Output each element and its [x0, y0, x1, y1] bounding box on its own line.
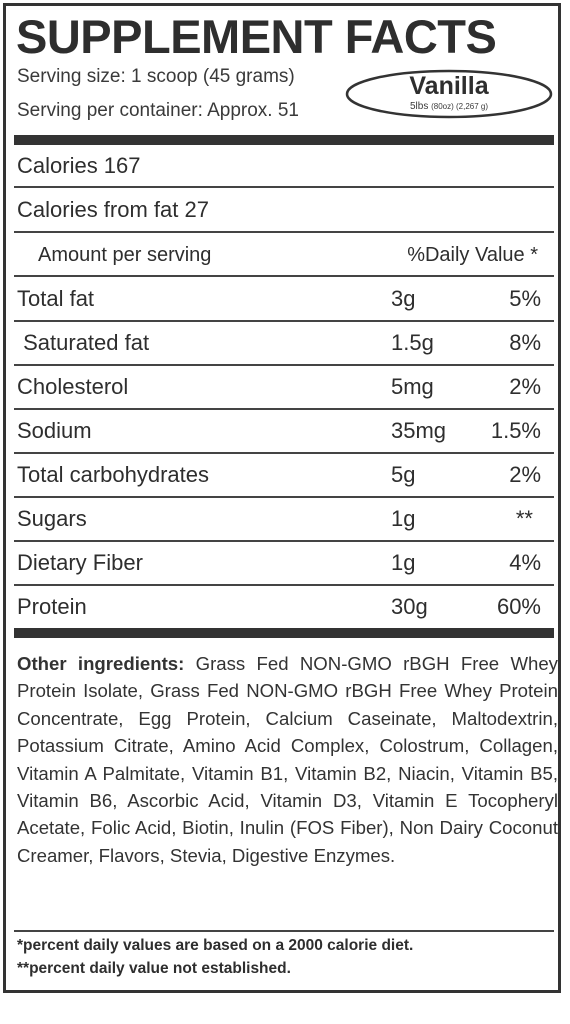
nutrient-amount: 1.5g [391, 330, 434, 355]
nutrient-name: Saturated fat [17, 330, 150, 355]
bottom-thick-divider [14, 628, 554, 638]
nutrient-name: Dietary Fiber [17, 550, 143, 575]
divider [14, 186, 554, 188]
flavor-name: Vanilla [409, 72, 489, 100]
nutrient-daily-value: 1.5% [490, 418, 541, 443]
nutrient-name: Total fat [17, 286, 95, 311]
nutrient-amount: 1g [391, 506, 416, 531]
nutrient-daily-value: ** [515, 506, 533, 531]
nutrient-amount: 30g [391, 594, 428, 619]
other-ingredients: Other ingredients: Grass Fed NON-GMO rBG… [17, 650, 558, 869]
label-title: SUPPLEMENT FACTS [16, 10, 497, 63]
divider [14, 408, 554, 410]
weight-main: 5lbs [409, 101, 429, 112]
divider [14, 364, 554, 366]
daily-value-header: %Daily Value * [407, 244, 538, 266]
nutrient-row: Sodium 35mg 1.5% [17, 409, 547, 453]
divider [14, 231, 554, 233]
nutrient-row: Cholesterol 5mg 2% [17, 365, 547, 409]
amount-per-serving-header: Amount per serving [38, 244, 212, 266]
flavor-badge: Vanilla 5lbs (80oz) (2,267 g) [344, 68, 554, 120]
divider [14, 452, 554, 454]
nutrient-row: Saturated fat 1.5g 8% [17, 321, 547, 365]
nutrient-amount: 5g [391, 462, 416, 487]
nutrient-name: Cholesterol [17, 374, 129, 399]
nutrient-daily-value: 2% [509, 374, 541, 399]
footnote-daily-values: *percent daily values are based on a 200… [17, 937, 414, 954]
calories-from-fat-label: Calories from fat 27 [17, 197, 209, 222]
nutrient-row: Dietary Fiber 1g 4% [17, 541, 547, 585]
divider [14, 584, 554, 586]
servings-per-container: Serving per container: Approx. 51 [17, 100, 300, 121]
nutrient-name: Sodium [17, 418, 92, 443]
nutrient-name: Sugars [17, 506, 87, 531]
container-weight: 5lbs (80oz) (2,267 g) [344, 101, 554, 112]
footnote-not-established: **percent daily value not established. [17, 960, 291, 977]
nutrient-row: Total fat 3g 5% [17, 277, 547, 321]
nutrient-row: Sugars 1g ** [17, 497, 547, 541]
nutrient-daily-value: 4% [509, 550, 541, 575]
divider [14, 496, 554, 498]
flavor-oval [345, 69, 553, 119]
calories-row: Calories 167 [17, 144, 547, 188]
label-frame [3, 3, 561, 993]
nutrient-daily-value: 60% [496, 594, 541, 619]
nutrient-daily-value: 5% [509, 286, 541, 311]
nutrient-daily-value: 8% [509, 330, 541, 355]
nutrient-row: Protein 30g 60% [17, 585, 547, 629]
top-thick-divider [14, 135, 554, 145]
nutrient-amount: 1g [391, 550, 416, 575]
nutrient-amount: 5mg [391, 374, 434, 399]
calories-label: Calories 167 [17, 153, 141, 178]
nutrient-amount: 3g [391, 286, 416, 311]
divider [14, 320, 554, 322]
nutrient-row: Total carbohydrates 5g 2% [17, 453, 547, 497]
table-header: Amount per serving %Daily Value * [14, 233, 554, 277]
nutrient-daily-value: 2% [509, 462, 541, 487]
calories-from-fat-row: Calories from fat 27 [17, 188, 547, 232]
serving-size: Serving size: 1 scoop (45 grams) [17, 66, 295, 87]
nutrient-name: Protein [17, 594, 87, 619]
ingredients-text: Grass Fed NON-GMO rBGH Free Whey Protein… [17, 653, 558, 866]
divider [14, 930, 554, 932]
ingredients-label: Other ingredients: [17, 653, 185, 674]
divider [14, 540, 554, 542]
divider [14, 275, 554, 277]
nutrient-name: Total carbohydrates [17, 462, 209, 487]
weight-detail: (80oz) (2,267 g) [431, 102, 489, 111]
nutrient-amount: 35mg [391, 418, 447, 443]
